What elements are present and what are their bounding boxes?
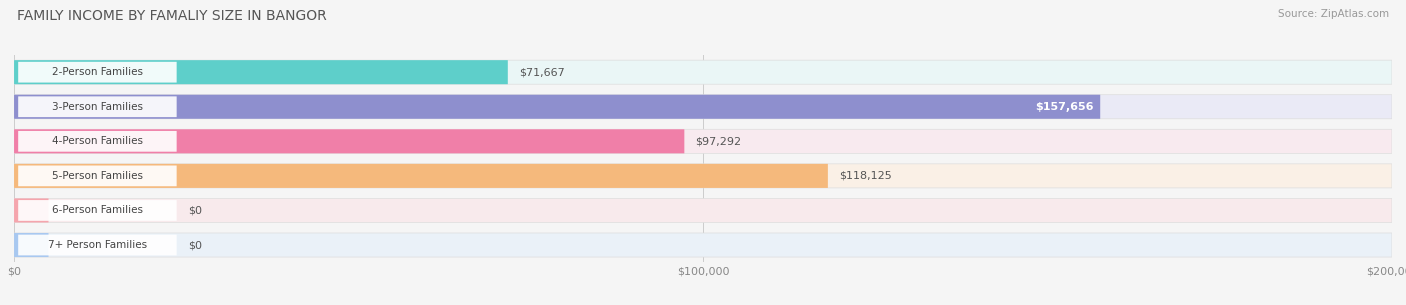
FancyBboxPatch shape bbox=[18, 166, 177, 186]
FancyBboxPatch shape bbox=[18, 200, 177, 221]
Text: $0: $0 bbox=[187, 240, 201, 250]
Text: Source: ZipAtlas.com: Source: ZipAtlas.com bbox=[1278, 9, 1389, 19]
Text: 7+ Person Families: 7+ Person Families bbox=[48, 240, 148, 250]
FancyBboxPatch shape bbox=[14, 129, 685, 153]
FancyBboxPatch shape bbox=[18, 96, 177, 117]
Text: $97,292: $97,292 bbox=[696, 136, 741, 146]
Text: 5-Person Families: 5-Person Families bbox=[52, 171, 143, 181]
Text: 4-Person Families: 4-Person Families bbox=[52, 136, 143, 146]
FancyBboxPatch shape bbox=[14, 60, 1392, 84]
FancyBboxPatch shape bbox=[14, 199, 48, 222]
Text: $157,656: $157,656 bbox=[1035, 102, 1094, 112]
FancyBboxPatch shape bbox=[14, 199, 1392, 222]
Text: $0: $0 bbox=[187, 206, 201, 215]
FancyBboxPatch shape bbox=[14, 60, 508, 84]
FancyBboxPatch shape bbox=[14, 233, 1392, 257]
Text: $118,125: $118,125 bbox=[839, 171, 891, 181]
FancyBboxPatch shape bbox=[14, 95, 1101, 119]
FancyBboxPatch shape bbox=[14, 233, 48, 257]
FancyBboxPatch shape bbox=[18, 62, 177, 83]
Text: FAMILY INCOME BY FAMALIY SIZE IN BANGOR: FAMILY INCOME BY FAMALIY SIZE IN BANGOR bbox=[17, 9, 326, 23]
FancyBboxPatch shape bbox=[14, 95, 1392, 119]
FancyBboxPatch shape bbox=[14, 164, 1392, 188]
FancyBboxPatch shape bbox=[18, 235, 177, 255]
FancyBboxPatch shape bbox=[18, 131, 177, 152]
Text: $71,667: $71,667 bbox=[519, 67, 565, 77]
FancyBboxPatch shape bbox=[14, 129, 1392, 153]
Text: 3-Person Families: 3-Person Families bbox=[52, 102, 143, 112]
Text: 2-Person Families: 2-Person Families bbox=[52, 67, 143, 77]
FancyBboxPatch shape bbox=[14, 164, 828, 188]
Text: 6-Person Families: 6-Person Families bbox=[52, 206, 143, 215]
